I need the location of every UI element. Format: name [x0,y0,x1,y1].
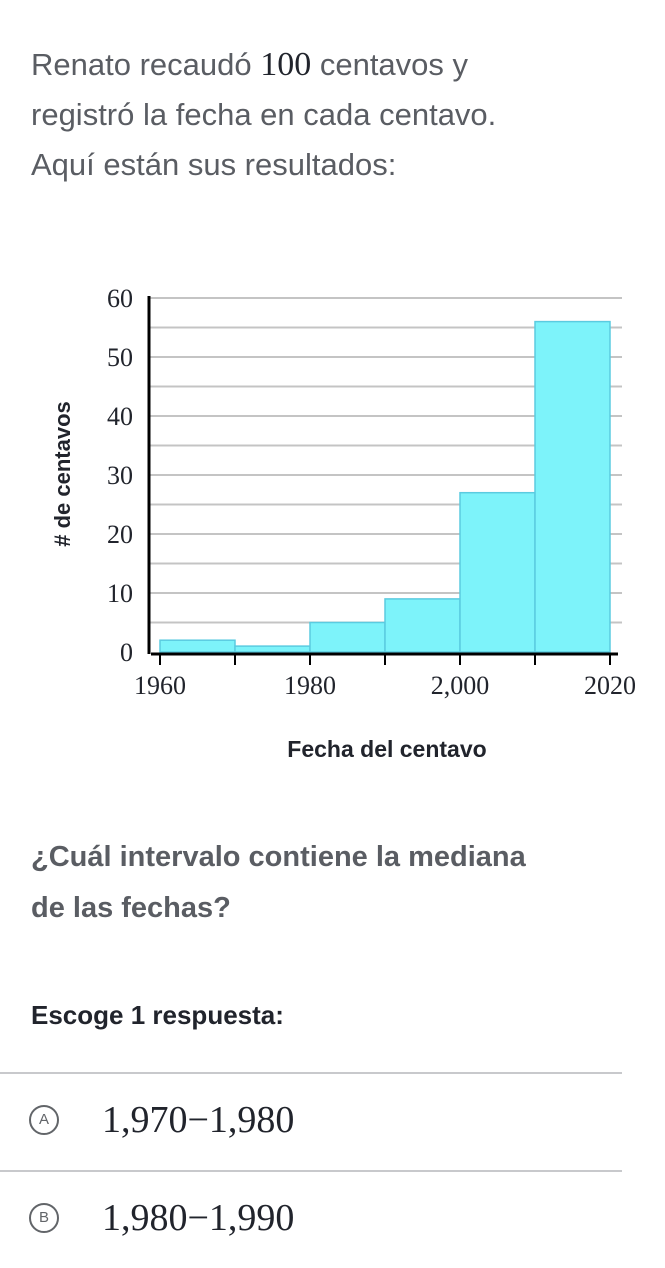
y-tick-label: 0 [120,638,133,667]
question-line-2: de las fechas? [31,892,231,924]
choice-b-letter: B [29,1203,59,1233]
bar-2010-2020 [534,320,611,653]
histogram-chart: 0 10 20 30 40 50 60 1960 1980 2,000 2020 # de cent… [50,284,636,762]
choice-a-letter: A [29,1105,59,1135]
y-tick-label: 60 [107,284,133,313]
x-tick-label: 1960 [134,671,186,700]
question-text: ¿Cuál intervalo contiene la mediana de l… [31,832,631,934]
y-tick-label: 40 [107,402,133,431]
bar-2000-2010 [459,491,536,653]
bar-1980-1990 [309,621,386,653]
intro-line-1-pre: Renato recaudó [31,47,261,82]
y-tick-label: 50 [107,343,133,372]
bar-1990-2000 [384,598,461,653]
y-axis-label: # de centavos [50,401,75,547]
histogram-bars [159,320,611,653]
axes [147,296,618,665]
intro-line-1: Renato recaudó 100 centavos y [31,40,631,90]
choice-a[interactable]: A 1,970−1,980 [0,1072,622,1170]
x-tick-label: 2020 [584,671,636,700]
y-tick-label: 30 [107,461,133,490]
x-axis-label: Fecha del centavo [287,736,486,762]
intro-line-1-post: centavos y [311,47,469,82]
tick-labels: 0 10 20 30 40 50 60 1960 1980 2,000 2020 [107,284,636,700]
choice-b-text: 1,980−1,990 [102,1197,295,1239]
answer-prompt: Escoge 1 respuesta: [31,1000,284,1030]
intro-line-3: Aquí están sus resultados: [31,147,397,182]
choice-b[interactable]: B 1,980−1,990 [0,1170,622,1268]
x-tick-label: 1980 [284,671,336,700]
intro-text: Renato recaudó 100 centavos y registró l… [31,40,631,190]
intro-line-2: registró la fecha en cada centavo. [31,97,497,132]
bar-1970-1980 [234,645,311,653]
y-tick-label: 20 [107,520,133,549]
question-line-1: ¿Cuál intervalo contiene la mediana [31,841,526,873]
intro-count: 100 [260,46,312,83]
x-tick-label: 2,000 [431,671,490,700]
choice-a-text: 1,970−1,980 [102,1099,295,1141]
bar-1960-1970 [159,639,236,653]
y-tick-label: 10 [107,579,133,608]
